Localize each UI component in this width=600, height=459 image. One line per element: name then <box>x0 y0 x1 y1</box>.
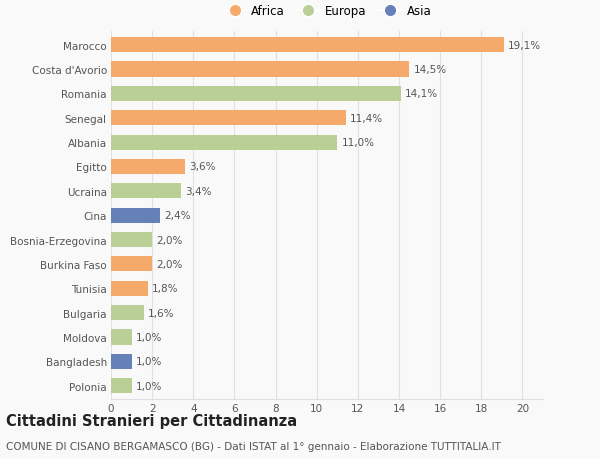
Bar <box>111 281 148 296</box>
Text: 14,1%: 14,1% <box>405 89 438 99</box>
Bar <box>111 135 337 150</box>
Bar <box>111 184 181 199</box>
Text: 11,0%: 11,0% <box>341 138 374 148</box>
Bar <box>111 330 131 345</box>
Text: 1,8%: 1,8% <box>152 284 179 294</box>
Text: 1,6%: 1,6% <box>148 308 175 318</box>
Text: 3,4%: 3,4% <box>185 186 212 196</box>
Bar <box>111 62 409 78</box>
Text: 1,0%: 1,0% <box>136 357 162 367</box>
Text: 2,0%: 2,0% <box>156 259 182 269</box>
Bar <box>111 208 160 223</box>
Bar <box>111 257 152 272</box>
Bar <box>111 354 131 369</box>
Bar <box>111 38 504 53</box>
Bar <box>111 233 152 247</box>
Legend: Africa, Europa, Asia: Africa, Europa, Asia <box>218 0 436 22</box>
Text: 2,4%: 2,4% <box>164 211 191 221</box>
Bar <box>111 87 401 102</box>
Bar <box>111 305 144 320</box>
Bar <box>111 111 346 126</box>
Text: Cittadini Stranieri per Cittadinanza: Cittadini Stranieri per Cittadinanza <box>6 413 297 428</box>
Text: 1,0%: 1,0% <box>136 332 162 342</box>
Text: COMUNE DI CISANO BERGAMASCO (BG) - Dati ISTAT al 1° gennaio - Elaborazione TUTTI: COMUNE DI CISANO BERGAMASCO (BG) - Dati … <box>6 441 501 451</box>
Text: 1,0%: 1,0% <box>136 381 162 391</box>
Text: 14,5%: 14,5% <box>413 65 446 75</box>
Text: 3,6%: 3,6% <box>189 162 215 172</box>
Bar <box>111 160 185 174</box>
Text: 11,4%: 11,4% <box>350 113 383 123</box>
Text: 19,1%: 19,1% <box>508 40 541 50</box>
Text: 2,0%: 2,0% <box>156 235 182 245</box>
Bar <box>111 378 131 393</box>
